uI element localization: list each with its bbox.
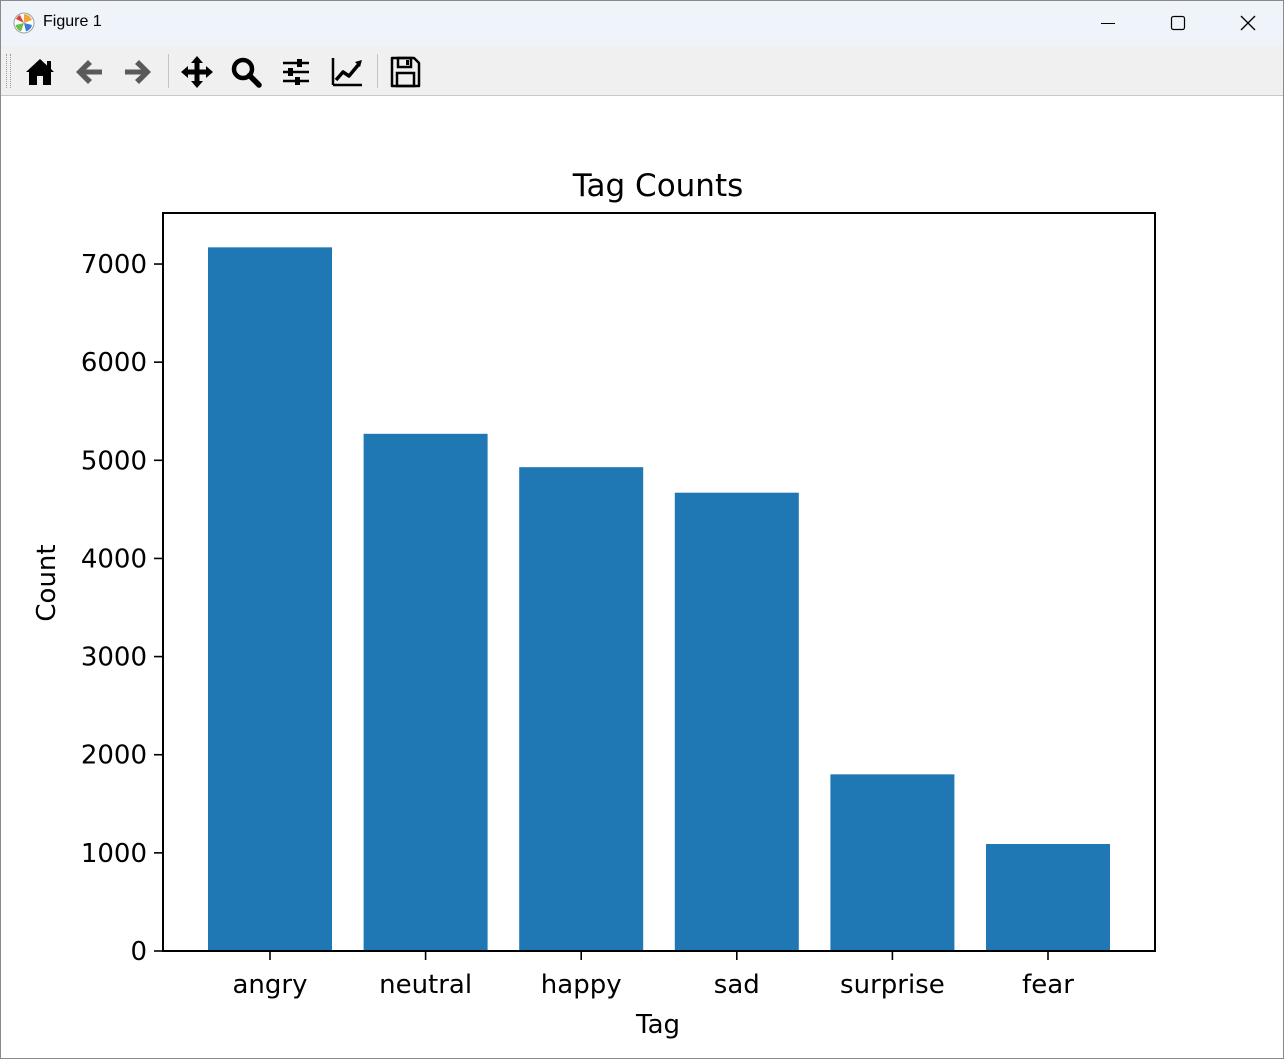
matplotlib-icon — [13, 12, 35, 34]
minimize-button[interactable] — [1073, 1, 1143, 46]
home-button[interactable] — [20, 52, 60, 92]
bar-fear — [986, 844, 1110, 951]
bar-sad — [674, 492, 799, 951]
close-icon — [1240, 15, 1256, 31]
y-tick-label: 3000 — [81, 643, 147, 673]
forward-button[interactable] — [118, 52, 158, 92]
y-tick-label: 1000 — [81, 839, 147, 869]
title-bar[interactable]: Figure 1 — [1, 1, 1283, 46]
floppy-disk-icon — [390, 56, 421, 88]
x-tick-label: sad — [714, 970, 760, 1000]
line-chart-icon — [331, 58, 362, 87]
arrow-left-icon — [76, 60, 102, 84]
bar-happy — [519, 467, 644, 951]
toolbar-separator — [168, 54, 169, 88]
figure-canvas[interactable]: Tag Counts 0 1000 2000 3000 4000 5000 6000 7000… — [1, 96, 1283, 1058]
navigation-toolbar — [1, 46, 1283, 96]
bar-chart: Tag Counts 0 1000 2000 3000 4000 5000 6000 7000… — [32, 168, 1156, 1040]
sliders-icon — [283, 59, 309, 85]
y-tick-label: 6000 — [81, 348, 147, 378]
close-button[interactable] — [1213, 1, 1283, 46]
x-tick-label: surprise — [840, 970, 945, 1000]
x-tick-label: neutral — [379, 970, 472, 1000]
bar-angry — [208, 247, 332, 952]
configure-subplots-button[interactable] — [276, 52, 316, 92]
y-axis-label: Count — [32, 544, 62, 621]
bar-neutral — [363, 433, 488, 951]
minimize-icon — [1101, 23, 1115, 24]
bar-surprise — [830, 774, 955, 951]
y-tick-label: 5000 — [81, 446, 147, 476]
chart-title: Tag Counts — [572, 168, 744, 204]
x-tick-label: fear — [1022, 970, 1074, 1000]
maximize-icon — [1170, 15, 1186, 31]
move-icon — [181, 56, 213, 88]
save-button[interactable] — [385, 52, 425, 92]
y-tick-label: 0 — [130, 937, 147, 967]
y-tick-label: 2000 — [81, 741, 147, 771]
maximize-button[interactable] — [1143, 1, 1213, 46]
pan-button[interactable] — [177, 52, 217, 92]
arrow-right-icon — [125, 60, 151, 84]
toolbar-grip[interactable] — [6, 54, 11, 88]
y-tick-label: 7000 — [81, 250, 147, 280]
axes-frame — [162, 212, 1156, 952]
toolbar-separator — [377, 54, 378, 88]
y-tick-label: 4000 — [81, 544, 147, 574]
home-icon — [26, 59, 54, 85]
edit-axis-button[interactable] — [327, 52, 367, 92]
window-title: Figure 1 — [43, 13, 102, 30]
back-button[interactable] — [69, 52, 109, 92]
x-tick-label: angry — [233, 970, 308, 1000]
x-tick-label: happy — [541, 970, 622, 1000]
zoom-button[interactable] — [226, 52, 266, 92]
magnifier-icon — [231, 57, 262, 88]
x-axis-label: Tag — [635, 1010, 680, 1040]
